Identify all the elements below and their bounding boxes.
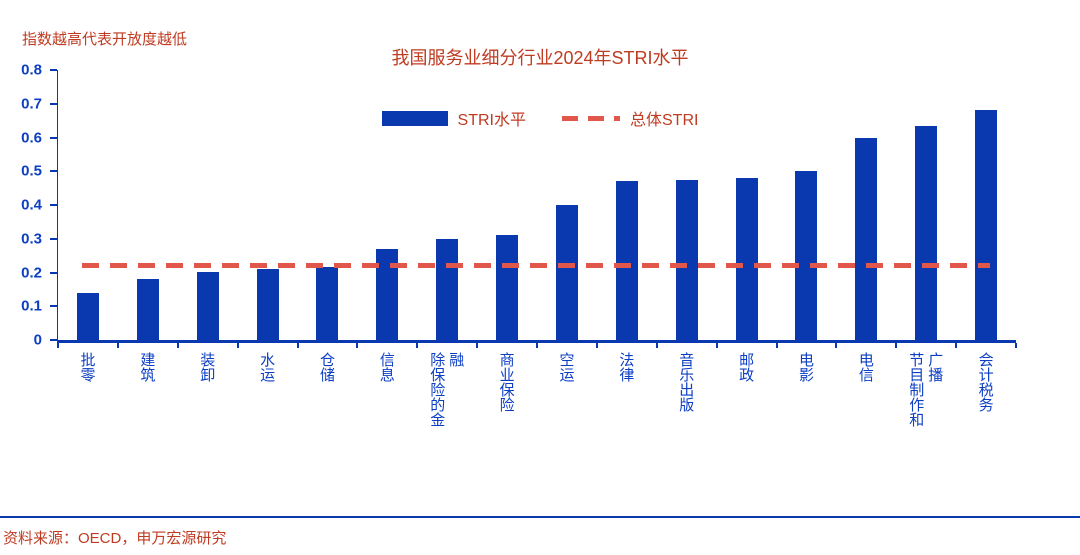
x-tick-mark: [236, 343, 239, 348]
x-category-text: 空运: [557, 352, 575, 382]
y-tick-mark: [50, 136, 57, 139]
x-category-text: 电影: [796, 352, 814, 382]
legend: STRI水平 总体STRI: [0, 106, 1080, 130]
x-category-text: 水运: [258, 352, 276, 382]
x-tick-mark: [775, 343, 778, 348]
x-tick-mark: [176, 343, 179, 348]
x-tick-mark: [835, 343, 838, 348]
x-tick-mark: [416, 343, 419, 348]
y-tick-mark: [50, 305, 57, 308]
x-category-text: 邮政: [737, 352, 755, 382]
x-axis-labels: 批零 建筑 装卸 水运 仓储 信息 除保险的金融 商业保险 空运 法律 音乐出版 邮政 电影 电信 节目制作…: [57, 352, 1015, 487]
x-category-label: 电信: [835, 352, 895, 382]
y-axis: 0 0.1 0.2 0.3 0.4 0.5 0.6 0.7 0.8: [0, 62, 57, 349]
bar: [76, 293, 99, 340]
legend-dash-label: 总体STRI: [630, 112, 699, 129]
y-tick-label: 0.6: [21, 129, 42, 146]
x-category-text: 信息: [377, 352, 395, 382]
x-category-label: 仓储: [297, 352, 357, 382]
axis-note: 指数越高代表开放度越低: [22, 31, 188, 48]
y-tick-label: 0.8: [21, 61, 42, 79]
plot-area: [57, 70, 1017, 348]
x-category-label: 信息: [356, 352, 416, 382]
x-tick-mark: [715, 343, 718, 348]
x-tick-mark: [356, 343, 359, 348]
x-category-text: 仓储: [317, 352, 335, 382]
bar: [376, 249, 399, 340]
bar: [675, 180, 698, 340]
x-category-text: 电信: [856, 352, 874, 382]
x-category-text: 法律: [617, 352, 635, 382]
y-tick-mark: [50, 237, 57, 240]
x-category-label: 建筑: [117, 352, 177, 382]
bar: [256, 269, 279, 340]
y-tick-label: 0.1: [21, 297, 42, 315]
x-tick-mark: [296, 343, 299, 348]
chart-title: 我国服务业细分行业2024年STRI水平: [391, 48, 689, 68]
x-tick-mark: [595, 343, 598, 348]
x-category-label: 会计税务: [955, 352, 1015, 412]
x-category-label: 邮政: [716, 352, 776, 382]
x-category-label: 批零: [57, 352, 117, 382]
legend-bar-swatch: [381, 110, 448, 126]
bar: [915, 126, 938, 340]
x-category-label: 除保险的金融: [416, 352, 476, 430]
legend-dash-swatch: [562, 115, 620, 121]
x-tick-mark: [536, 343, 538, 348]
x-category-text: 装卸: [198, 352, 216, 382]
legend-item-stri: STRI水平: [381, 106, 526, 130]
x-category-text: 批零: [78, 352, 96, 382]
y-tick-label: 0.7: [21, 95, 42, 113]
x-category-label: 水运: [237, 352, 297, 382]
y-tick-mark: [50, 339, 57, 341]
bar: [316, 267, 339, 340]
bar: [136, 279, 159, 340]
x-category-label: 空运: [536, 352, 596, 382]
x-tick-mark: [116, 343, 119, 348]
x-category-label: 法律: [596, 352, 656, 382]
x-category-label: 装卸: [177, 352, 237, 382]
x-category-label: 节目制作和广播: [895, 352, 955, 430]
y-tick-label: 0.4: [21, 196, 42, 214]
x-category-text: 节目制作和广播: [907, 352, 944, 427]
overall-stri-line: [82, 263, 990, 269]
bar: [615, 181, 638, 340]
y-tick-mark: [50, 102, 57, 105]
source-text: 资料来源：OECD，申万宏源研究: [3, 530, 227, 547]
bar: [855, 138, 878, 340]
y-tick-mark: [50, 271, 57, 274]
y-tick-label: 0.5: [21, 162, 42, 180]
bar: [975, 110, 998, 340]
x-tick-mark: [1015, 343, 1017, 348]
x-tick-mark: [476, 343, 479, 348]
x-tick-mark: [57, 343, 59, 348]
x-category-text: 除保险的金融: [428, 352, 465, 427]
bar: [196, 272, 219, 340]
y-tick-label: 0.3: [21, 230, 42, 248]
bar: [496, 235, 519, 340]
x-category-text: 商业保险: [497, 352, 515, 412]
y-tick-mark: [50, 69, 57, 71]
bar: [436, 239, 459, 340]
x-tick-mark: [895, 343, 898, 348]
legend-item-overall: 总体STRI: [562, 106, 698, 130]
bar: [735, 178, 758, 340]
y-tick-label: 0: [33, 331, 42, 349]
x-category-label: 电影: [776, 352, 836, 382]
y-tick-mark: [50, 170, 57, 173]
x-category-text: 会计税务: [976, 352, 994, 412]
y-tick-label: 0.2: [21, 264, 42, 281]
x-category-label: 音乐出版: [656, 352, 716, 412]
bar: [795, 171, 818, 340]
divider-line: [0, 516, 1080, 518]
y-tick-mark: [50, 204, 57, 206]
bar: [555, 205, 578, 340]
x-category-label: 商业保险: [476, 352, 536, 412]
x-tick-mark: [955, 343, 958, 348]
x-category-text: 音乐出版: [677, 352, 695, 412]
legend-bar-label: STRI水平: [457, 112, 526, 129]
x-category-text: 建筑: [138, 352, 156, 382]
x-tick-mark: [655, 343, 658, 348]
